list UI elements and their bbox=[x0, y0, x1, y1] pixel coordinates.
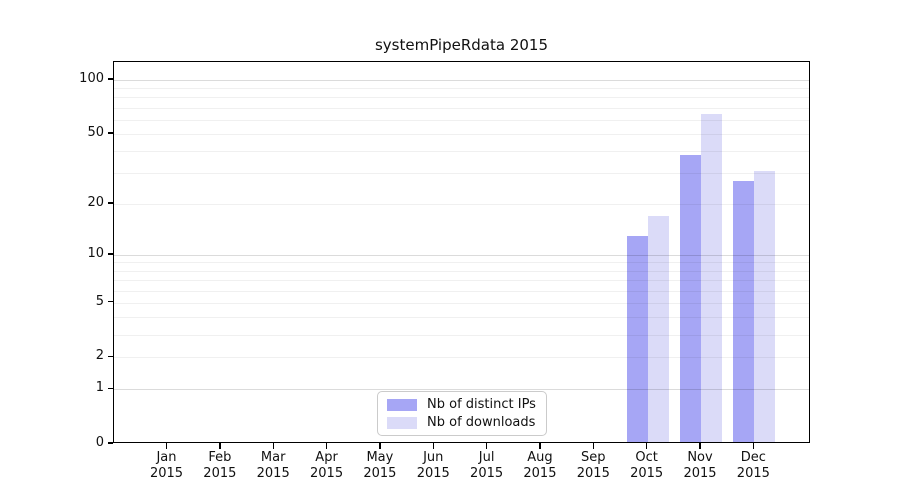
y-tick bbox=[108, 442, 113, 444]
x-tick-month: May bbox=[366, 450, 394, 465]
legend-swatch-distinct-ips-icon bbox=[387, 398, 417, 411]
bar-distinct-ips bbox=[733, 181, 755, 442]
y-tick bbox=[108, 78, 113, 80]
x-tick-month: Jan bbox=[156, 450, 177, 465]
x-tick bbox=[539, 443, 541, 449]
y-tick bbox=[108, 132, 113, 134]
gridline-minor bbox=[114, 279, 809, 281]
gridline-minor bbox=[114, 262, 809, 264]
x-tick bbox=[699, 443, 701, 449]
x-tick-year: 2015 bbox=[149, 466, 184, 481]
y-tick-label: 0 bbox=[95, 435, 104, 450]
legend-item-distinct-ips: Nb of distinct IPs bbox=[387, 396, 537, 413]
x-tick-month: Jul bbox=[478, 450, 495, 465]
x-tick-month: Apr bbox=[315, 450, 338, 465]
x-tick-year: 2015 bbox=[576, 466, 610, 481]
chart-title: systemPipeRdata 2015 bbox=[374, 36, 548, 54]
legend-label-distinct-ips: Nb of distinct IPs bbox=[427, 397, 536, 412]
legend-label-downloads: Nb of downloads bbox=[427, 415, 536, 430]
bar-downloads bbox=[647, 216, 669, 442]
x-tick-label: Mar 2015 bbox=[246, 450, 300, 482]
y-tick-label: 5 bbox=[95, 293, 104, 309]
x-tick-year: 2015 bbox=[630, 466, 664, 481]
x-tick-year: 2015 bbox=[470, 466, 504, 481]
gridline-minor bbox=[114, 302, 809, 304]
x-tick bbox=[272, 443, 274, 449]
x-tick bbox=[485, 443, 488, 449]
legend-swatch-downloads-icon bbox=[387, 416, 417, 429]
gridline-major bbox=[114, 80, 809, 81]
y-tick-label: 2 bbox=[95, 348, 104, 364]
x-tick-month: Sep bbox=[581, 450, 606, 465]
gridline-minor bbox=[114, 270, 809, 272]
x-tick-year: 2015 bbox=[363, 466, 397, 481]
legend: Nb of distinct IPs Nb of downloads bbox=[377, 391, 547, 436]
y-tick bbox=[108, 253, 113, 255]
bar-distinct-ips bbox=[680, 155, 701, 442]
x-tick-month: Mar bbox=[260, 450, 286, 465]
x-tick-year: 2015 bbox=[736, 466, 770, 481]
x-tick-label: Sep 2015 bbox=[566, 450, 620, 482]
x-tick-label: Jul 2015 bbox=[460, 450, 514, 482]
gridline-minor bbox=[114, 334, 809, 336]
gridline-major bbox=[114, 389, 809, 391]
x-tick-label: Jan 2015 bbox=[140, 450, 194, 482]
gridline-minor bbox=[114, 173, 809, 175]
y-tick bbox=[108, 202, 113, 204]
plot-area bbox=[113, 61, 810, 443]
x-tick-month: Feb bbox=[208, 450, 232, 465]
x-tick-label: Oct 2015 bbox=[620, 450, 674, 482]
gridline-minor bbox=[114, 88, 809, 90]
x-tick-label: Feb 2015 bbox=[193, 450, 247, 482]
x-tick-label: Nov 2015 bbox=[673, 450, 727, 482]
x-tick-month: Aug bbox=[527, 450, 553, 465]
x-tick-month: Nov bbox=[687, 450, 713, 465]
y-tick-label: 50 bbox=[87, 124, 104, 140]
y-tick bbox=[108, 355, 113, 358]
x-tick-month: Jun bbox=[423, 450, 444, 465]
gridline-minor bbox=[114, 290, 809, 292]
y-tick-label: 1 bbox=[95, 380, 104, 396]
x-tick-label: Jun 2015 bbox=[406, 450, 460, 482]
x-tick bbox=[325, 443, 328, 449]
gridline-minor bbox=[114, 133, 809, 135]
x-tick-year: 2015 bbox=[256, 466, 290, 481]
gridline-minor bbox=[114, 317, 809, 319]
x-tick-label: Aug 2015 bbox=[513, 450, 567, 482]
x-tick bbox=[645, 443, 648, 449]
gridline-minor bbox=[114, 357, 809, 359]
x-tick bbox=[165, 443, 168, 449]
x-tick bbox=[379, 443, 381, 449]
y-tick bbox=[108, 300, 113, 303]
x-tick bbox=[432, 443, 434, 449]
x-tick-label: May 2015 bbox=[353, 450, 407, 482]
y-tick-label: 10 bbox=[87, 245, 104, 261]
x-tick-label: Dec 2015 bbox=[726, 450, 780, 482]
bar-downloads bbox=[754, 170, 776, 442]
legend-item-downloads: Nb of downloads bbox=[387, 414, 537, 431]
x-tick-year: 2015 bbox=[683, 466, 717, 481]
x-tick bbox=[752, 443, 755, 449]
y-tick bbox=[108, 387, 113, 390]
bar-downloads bbox=[701, 113, 722, 442]
gridline-minor bbox=[114, 119, 809, 121]
y-tick-label: 100 bbox=[79, 71, 104, 86]
bar-distinct-ips bbox=[626, 235, 648, 442]
x-tick-year: 2015 bbox=[523, 466, 557, 481]
x-tick-year: 2015 bbox=[203, 466, 237, 481]
x-tick-month: Oct bbox=[635, 450, 658, 465]
gridline-minor bbox=[114, 97, 809, 99]
gridline-minor bbox=[114, 151, 809, 153]
x-tick-year: 2015 bbox=[310, 466, 344, 481]
y-tick-label: 20 bbox=[87, 194, 104, 210]
gridline-minor bbox=[114, 107, 809, 109]
gridline-major bbox=[114, 254, 809, 256]
x-tick bbox=[592, 443, 594, 449]
gridline-minor bbox=[114, 203, 809, 205]
x-tick-month: Dec bbox=[740, 450, 766, 465]
x-tick bbox=[219, 443, 221, 449]
x-tick-label: Apr 2015 bbox=[300, 450, 354, 482]
x-tick-year: 2015 bbox=[416, 466, 450, 481]
